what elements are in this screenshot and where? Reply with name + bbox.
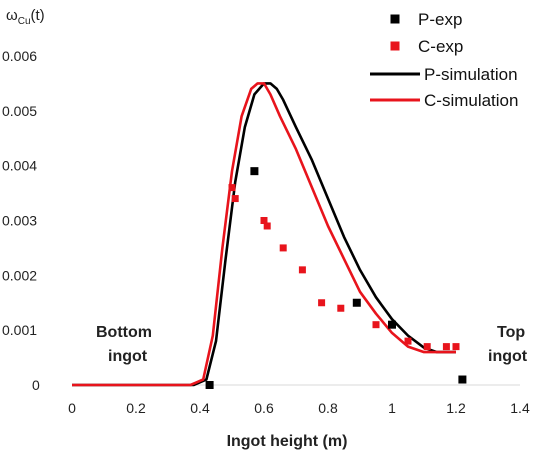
y-tick-labels: 0 0.001 0.002 0.003 0.004 0.005 0.006 — [2, 48, 40, 393]
y-tick-label: 0.006 — [2, 48, 37, 64]
x-axis-title: Ingot height (m) — [227, 433, 348, 450]
x-tick-label: 1.2 — [446, 400, 466, 416]
data-point-p-exp — [352, 298, 361, 307]
x-tick-label: 0 — [68, 400, 76, 416]
data-point-c-exp — [263, 222, 271, 230]
data-point-p-exp — [205, 381, 214, 389]
y-tick-label: 0.002 — [2, 267, 37, 283]
x-tick-labels: 0 0.2 0.4 0.6 0.8 1 1.2 1.4 — [68, 400, 530, 416]
data-point-c-exp — [442, 343, 450, 351]
x-tick-label: 1.4 — [510, 400, 530, 416]
x-tick-label: 1 — [388, 400, 396, 416]
x-tick-label: 0.6 — [254, 400, 274, 416]
simulation-lines — [72, 82, 456, 387]
bottom-ingot-annotation: Bottom ingot — [96, 324, 156, 365]
y-tick-label: 0 — [32, 377, 40, 393]
y-axis-label: ωCu(t) — [6, 7, 45, 27]
experimental-points — [205, 167, 467, 389]
data-point-p-exp — [458, 375, 467, 384]
legend-label: C-simulation — [424, 91, 518, 110]
data-point-c-exp — [279, 244, 287, 252]
y-tick-label: 0.004 — [2, 158, 37, 174]
legend-marker-p-exp — [390, 14, 400, 24]
series-line-p-simulation — [72, 82, 456, 387]
data-point-p-exp — [250, 167, 259, 176]
data-point-c-exp — [298, 266, 306, 274]
data-point-c-exp — [318, 299, 326, 307]
data-point-c-exp — [423, 343, 431, 351]
legend-label: C-exp — [418, 37, 463, 56]
top-ingot-annotation: Top ingot — [488, 324, 530, 365]
data-point-c-exp — [372, 321, 380, 329]
data-point-c-exp — [228, 184, 236, 192]
legend-label: P-exp — [418, 10, 462, 29]
data-point-c-exp — [452, 343, 460, 351]
legend-marker-c-exp — [390, 41, 400, 51]
x-tick-label: 0.4 — [190, 400, 210, 416]
data-point-c-exp — [337, 304, 345, 312]
x-tick-label: 0.2 — [126, 400, 146, 416]
legend-label: P-simulation — [424, 65, 518, 84]
x-tick-label: 0.8 — [318, 400, 338, 416]
data-point-c-exp — [260, 217, 268, 224]
data-point-c-exp — [231, 195, 239, 203]
data-point-c-exp — [404, 337, 412, 345]
legend: P-exp C-exp P-simulation C-simulation — [370, 10, 518, 110]
series-line-c-simulation — [72, 82, 456, 387]
y-tick-label: 0.003 — [2, 213, 37, 229]
y-tick-label: 0.001 — [2, 322, 37, 338]
data-point-p-exp — [388, 320, 396, 329]
y-tick-label: 0.005 — [2, 103, 37, 119]
